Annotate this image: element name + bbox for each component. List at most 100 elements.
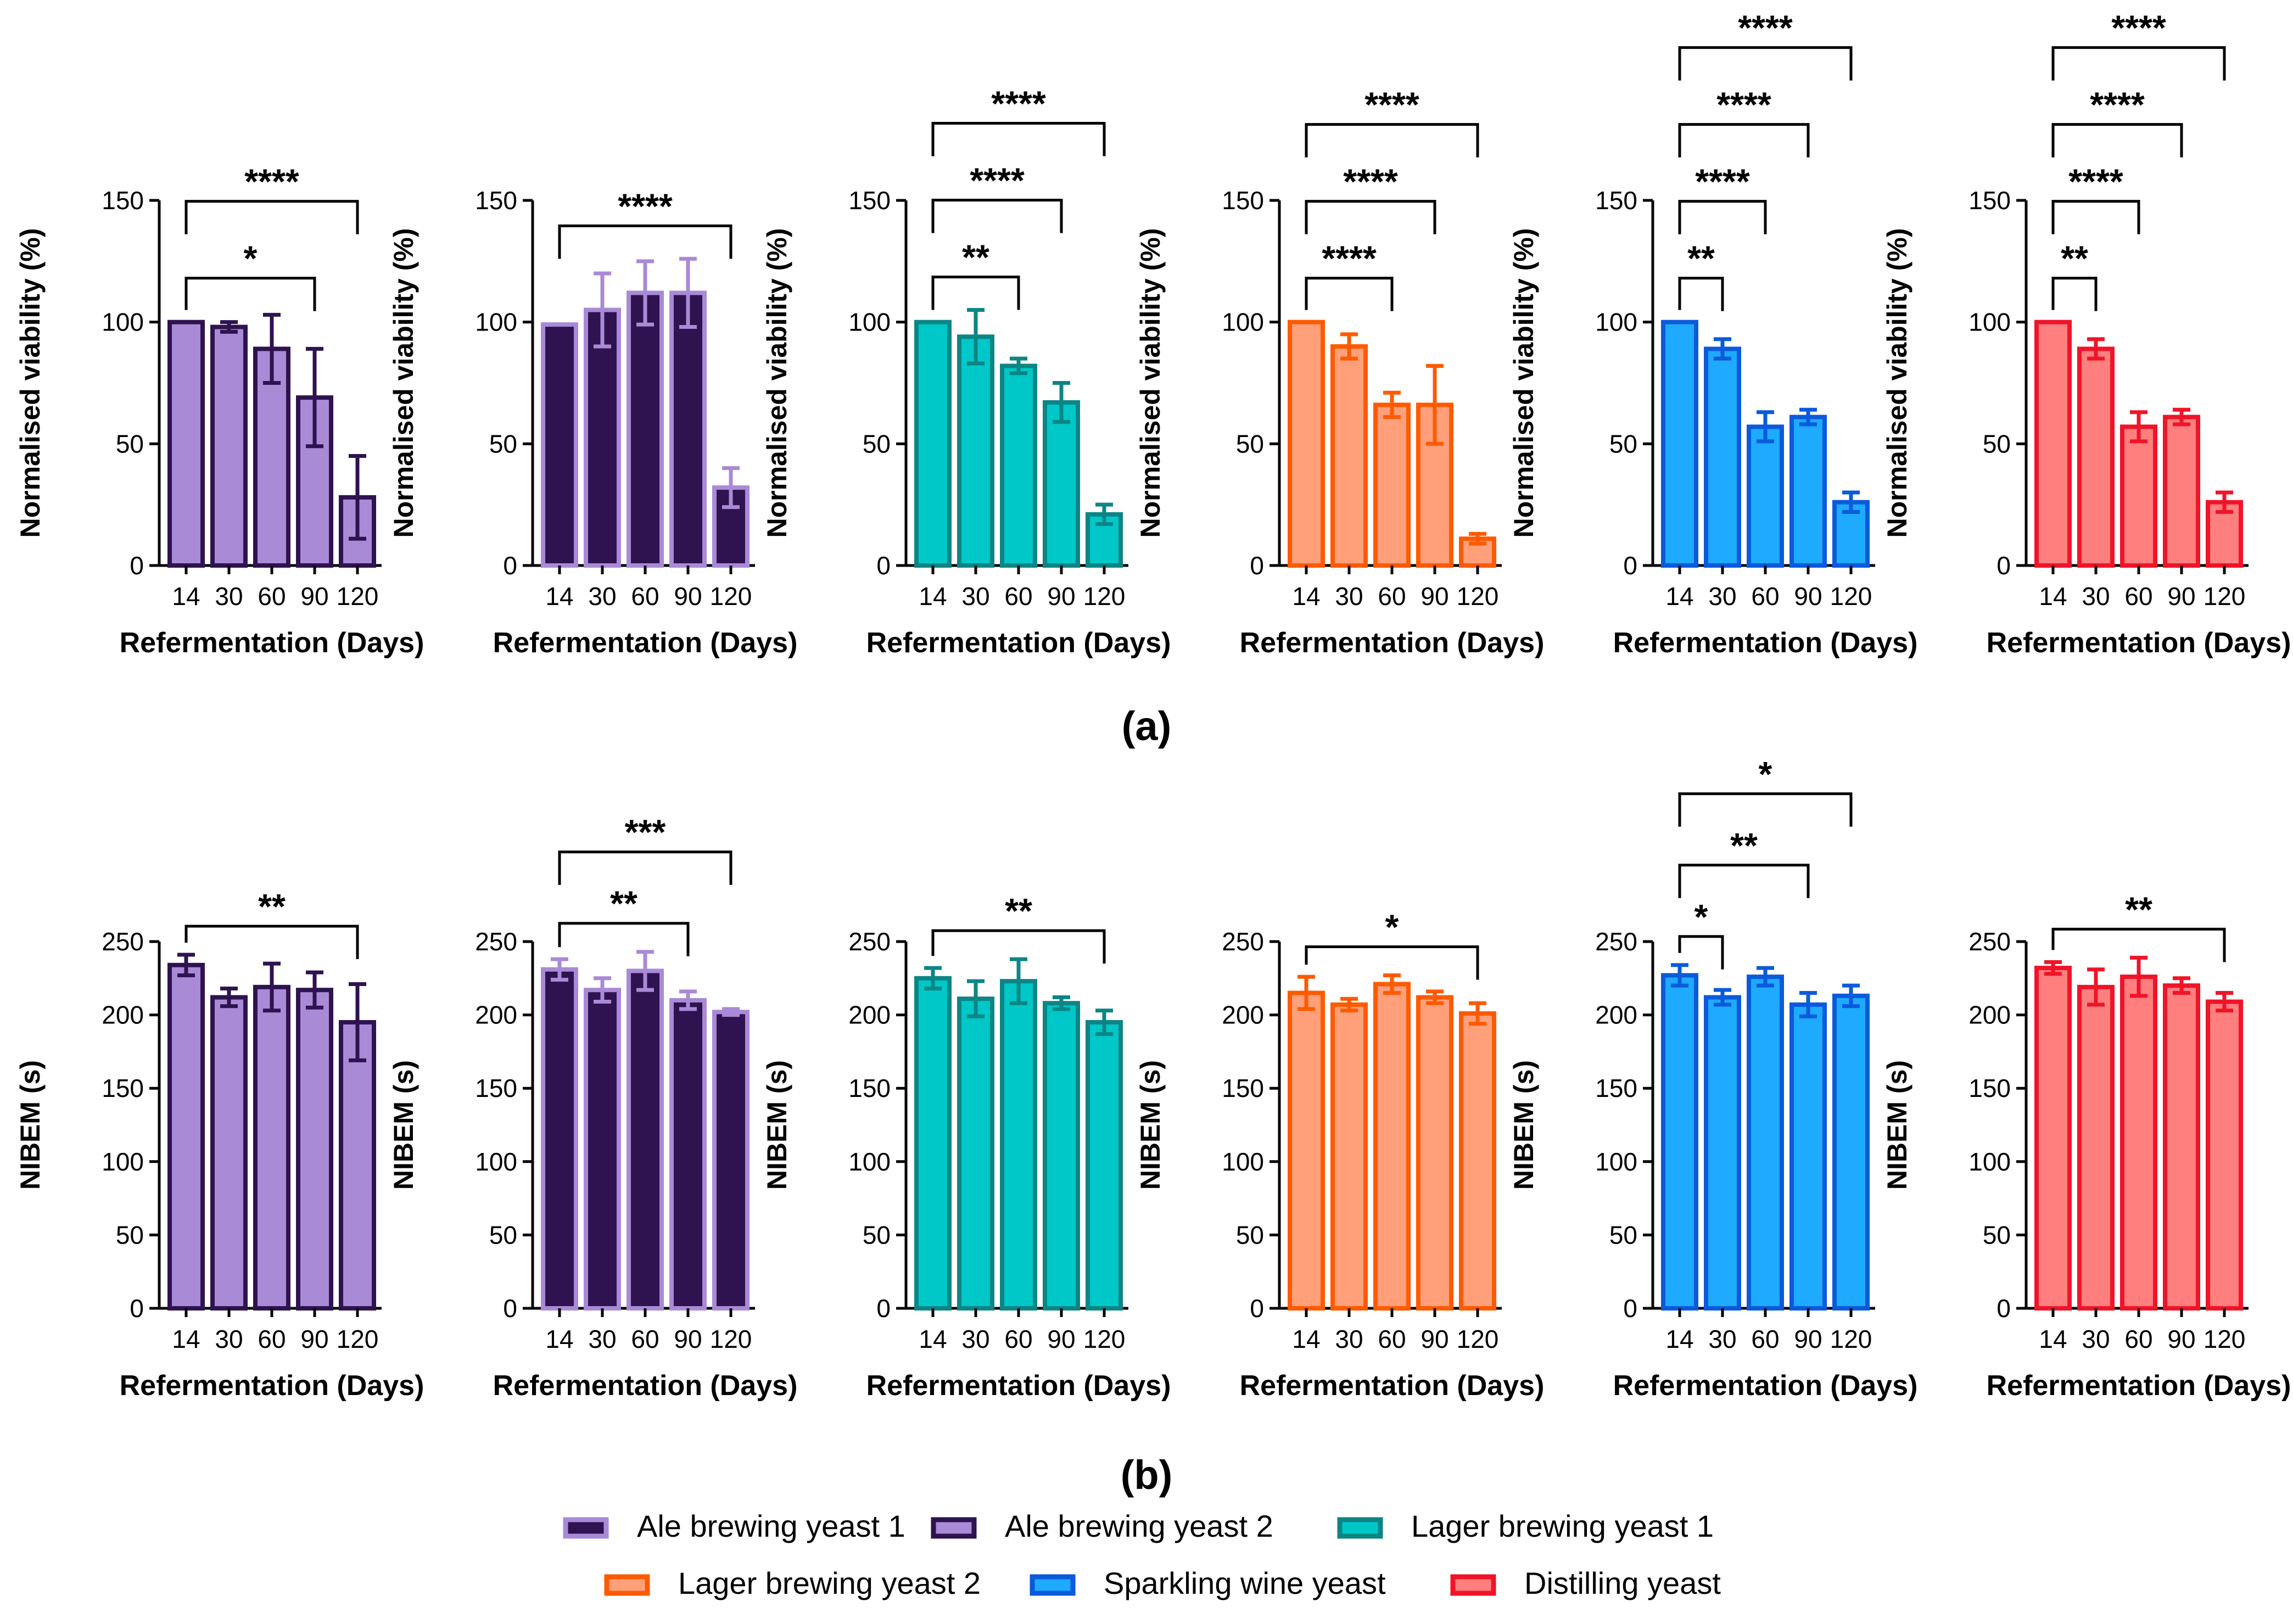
significance-label: ****: [1738, 8, 1793, 48]
significance-label: *: [244, 239, 258, 278]
bar-14: [541, 322, 578, 568]
y-tick-label: 50: [1236, 429, 1264, 458]
y-tick-label: 100: [1968, 1147, 2011, 1176]
y-axis-label: Normalised viability (%): [762, 228, 792, 537]
bar-60: [1373, 402, 1411, 568]
y-tick-label: 200: [1968, 1001, 2011, 1029]
panel-label-a: (a): [1122, 703, 1171, 749]
x-tick-label: 120: [1830, 1325, 1872, 1353]
y-tick-label: 0: [876, 1294, 891, 1323]
bar-30: [1330, 344, 1368, 568]
y-tick-label: 50: [116, 1220, 144, 1249]
bar-30: [210, 324, 248, 568]
bar-30: [957, 996, 994, 1311]
bar-60: [627, 290, 664, 568]
significance-label: **: [258, 887, 286, 926]
y-tick-label: 100: [475, 1147, 517, 1176]
x-tick-label: 60: [631, 1325, 659, 1353]
y-tick-label: 100: [102, 308, 144, 337]
significance-bracket: [2051, 927, 2226, 962]
significance-label: *: [1385, 907, 1399, 947]
bar-30: [2077, 984, 2115, 1311]
y-tick-label: 150: [475, 186, 517, 215]
bar-30: [1704, 346, 1741, 568]
y-tick-label: 0: [503, 1294, 517, 1323]
y-tick-label: 150: [102, 1074, 144, 1102]
y-tick-label: 100: [848, 1147, 891, 1176]
y-axis-label: Normalised viability (%): [1508, 228, 1539, 537]
significance-label: **: [1687, 239, 1715, 278]
significance-label: ****: [970, 161, 1025, 200]
x-tick-label: 30: [2082, 582, 2110, 611]
y-tick-label: 250: [1222, 927, 1264, 956]
x-tick-label: 60: [258, 582, 286, 611]
x-tick-label: 30: [961, 1325, 989, 1353]
y-tick-label: 150: [102, 186, 144, 215]
legend-label: Ale brewing yeast 1: [637, 1509, 905, 1543]
significance-bracket: [1678, 864, 1810, 898]
significance-bracket: [1305, 945, 1479, 980]
x-axis-label: Refermentation (Days): [1613, 627, 1918, 659]
x-axis-label: Refermentation (Days): [1240, 627, 1545, 659]
x-tick-label: 30: [215, 582, 243, 611]
chart-b-6: 0 50 100 150 200 250 NIBEM (s) 14 30 60 90 120 Refer…: [1882, 889, 2291, 1402]
bar-90: [2163, 415, 2200, 568]
y-tick-label: 250: [475, 927, 517, 956]
x-tick-label: 14: [172, 1325, 200, 1353]
significance-bracket: [1678, 792, 1853, 827]
significance-bracket: [931, 929, 1106, 964]
y-tick-label: 0: [1996, 1294, 2011, 1323]
legend: Ale brewing yeast 1 Ale brewing yeast 2 La…: [563, 1509, 1721, 1600]
x-tick-label: 14: [919, 582, 947, 611]
x-tick-label: 120: [2203, 582, 2246, 611]
y-tick-label: 50: [489, 429, 517, 458]
y-axis-label: Normalised viability (%): [1882, 228, 1912, 537]
x-tick-label: 120: [1083, 582, 1126, 611]
significance-bracket: [2051, 277, 2098, 311]
y-tick-label: 50: [1609, 429, 1637, 458]
bar-14: [541, 967, 578, 1311]
x-axis-label: Refermentation (Days): [866, 627, 1171, 659]
legend-swatch: [604, 1574, 650, 1596]
y-tick-label: 150: [848, 186, 891, 215]
x-tick-label: 90: [1047, 1325, 1075, 1353]
significance-bracket: [931, 122, 1106, 156]
x-tick-label: 90: [1420, 582, 1448, 611]
y-tick-label: 200: [1595, 1001, 1637, 1029]
charts-container: 0 50 100 150 Normalised viability (%) 14 30 60 9…: [15, 8, 2291, 1402]
x-tick-label: 60: [1004, 1325, 1032, 1353]
significance-bracket: [1678, 123, 1810, 158]
bar-14: [1661, 320, 1698, 568]
x-tick-label: 30: [588, 1325, 616, 1353]
legend-item: Ale brewing yeast 1: [563, 1509, 905, 1543]
chart-a-2: 0 50 100 150 Normalised viability (%) 14 30 60 9…: [388, 186, 797, 659]
y-tick-label: 0: [1623, 1294, 1637, 1323]
x-tick-label: 14: [545, 1325, 573, 1353]
significance-bracket: [1678, 935, 1724, 970]
chart-a-6: 0 50 100 150 Normalised viability (%) 14 30 60 9…: [1882, 8, 2291, 659]
bar-120: [339, 1020, 376, 1311]
chart-b-3: 0 50 100 150 200 250 NIBEM (s) 14 30 60 90 120 Refer…: [762, 891, 1171, 1402]
x-tick-label: 30: [1708, 582, 1736, 611]
chart-a-5: 0 50 100 150 Normalised viability (%) 14 30 60 9…: [1508, 8, 1917, 659]
legend-item: Lager brewing yeast 2: [604, 1566, 981, 1600]
chart-b-1: 0 50 100 150 200 250 NIBEM (s) 14 30 60 90 120 Refer…: [15, 887, 424, 1402]
significance-bracket: [1678, 46, 1853, 81]
y-tick-label: 0: [1623, 551, 1637, 580]
x-tick-label: 14: [1292, 582, 1320, 611]
bar-14: [2034, 966, 2072, 1311]
bar-60: [1747, 424, 1784, 568]
bar-120: [1832, 993, 1870, 1311]
y-axis-label: NIBEM (s): [388, 1060, 419, 1190]
x-tick-label: 60: [2124, 1325, 2152, 1353]
x-tick-label: 120: [2203, 1325, 2246, 1353]
x-tick-label: 120: [1457, 1325, 1499, 1353]
y-tick-label: 200: [102, 1001, 144, 1029]
bar-14: [1288, 990, 1325, 1311]
significance-bracket: [558, 922, 690, 956]
x-tick-label: 90: [674, 582, 702, 611]
significance-label: **: [2125, 889, 2152, 929]
y-tick-label: 150: [1222, 186, 1264, 215]
legend-swatch: [563, 1517, 609, 1539]
y-axis-label: NIBEM (s): [15, 1060, 46, 1190]
